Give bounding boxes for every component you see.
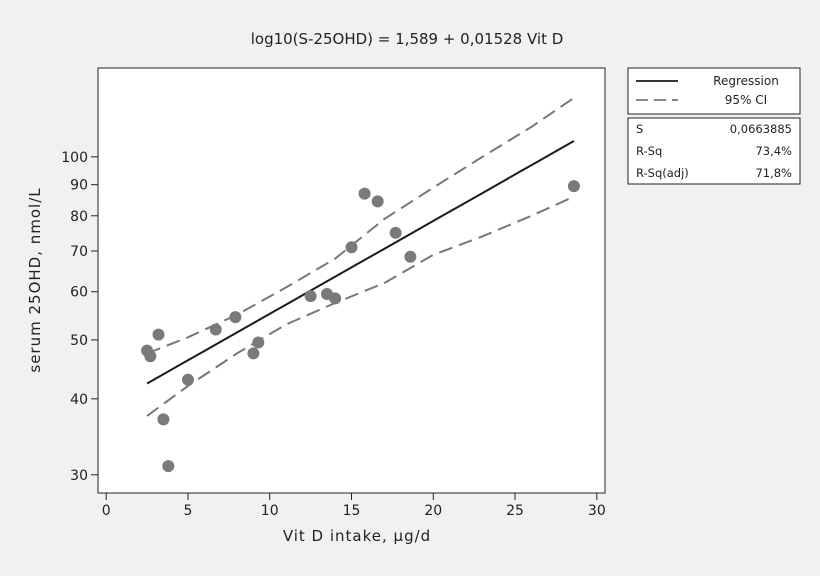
data-point — [358, 187, 371, 200]
data-point — [162, 460, 175, 473]
stat-name: S — [636, 122, 643, 136]
data-point — [181, 373, 194, 386]
y-tick-label: 70 — [70, 244, 88, 260]
legend-regression-label: Regression — [713, 74, 779, 88]
stat-value: 71,8% — [755, 166, 792, 180]
data-points — [141, 180, 580, 473]
data-point — [389, 226, 402, 239]
y-axis: 30 40 50 60 70 80 90 100 — [61, 150, 98, 484]
x-tick-label: 15 — [343, 503, 361, 519]
x-tick-label: 10 — [261, 503, 279, 519]
x-tick-label: 0 — [102, 503, 111, 519]
data-point — [229, 311, 242, 324]
stat-value: 73,4% — [755, 144, 792, 158]
stat-name: R-Sq(adj) — [636, 166, 689, 180]
chart-title: log10(S-25OHD) = 1,589 + 0,01528 Vit D — [251, 30, 564, 48]
x-axis: 0 5 10 15 20 25 30 — [102, 493, 606, 519]
plot-area — [97, 67, 606, 494]
y-tick-label: 80 — [70, 209, 88, 225]
data-point — [567, 180, 580, 193]
regression-line — [146, 140, 575, 385]
stats-table: S 0,0663885 R-Sq 73,4% R-Sq(adj) 71,8% — [627, 117, 801, 185]
y-tick-label: 100 — [61, 150, 88, 166]
y-tick-label: 40 — [70, 392, 88, 408]
x-tick-label: 20 — [424, 503, 442, 519]
data-point — [304, 290, 317, 303]
data-point — [345, 241, 358, 254]
x-tick-label: 30 — [588, 503, 606, 519]
data-point — [157, 413, 170, 426]
y-tick-label: 50 — [70, 333, 88, 349]
y-tick-label: 30 — [70, 468, 88, 484]
regression-line-group — [146, 140, 575, 385]
data-point — [209, 323, 222, 336]
y-tick-label: 60 — [70, 285, 88, 301]
data-point — [329, 292, 342, 305]
data-point — [144, 350, 157, 363]
data-point — [247, 347, 260, 360]
legend-ci-label: 95% CI — [725, 93, 767, 107]
ci-lower-line — [146, 195, 575, 417]
x-tick-label: 25 — [506, 503, 524, 519]
legend: Regression 95% CI — [627, 67, 801, 115]
data-point — [371, 195, 384, 208]
data-point — [152, 328, 165, 341]
data-point — [404, 250, 417, 263]
stat-name: R-Sq — [636, 144, 662, 158]
y-tick-label: 90 — [70, 178, 88, 194]
y-axis-label: serum 25OHD, nmol/L — [26, 187, 44, 372]
x-axis-label: Vit D intake, μg/d — [283, 527, 431, 545]
stat-value: 0,0663885 — [730, 122, 792, 136]
data-point — [252, 336, 265, 349]
x-tick-label: 5 — [183, 503, 192, 519]
